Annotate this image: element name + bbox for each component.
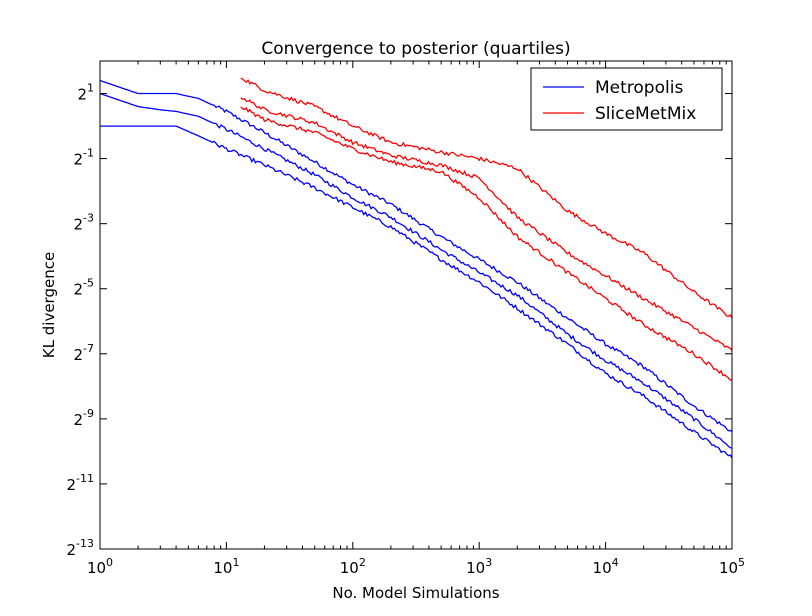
chart-legend: Metropolis SliceMetMix <box>530 67 723 131</box>
series-line-slicemetmix-upper <box>240 77 733 319</box>
x-axis-label: No. Model Simulations <box>332 584 499 602</box>
series-line-metropolis-lower <box>100 125 733 459</box>
y-axis-label: KL divergence <box>40 252 58 358</box>
y-tick-label: 2-9 <box>73 407 94 429</box>
series-line-metropolis-upper <box>99 79 733 433</box>
x-axis-ticks: 100 101 102 103 104 105 <box>87 61 745 577</box>
plot-frame <box>99 60 733 550</box>
legend-box <box>530 67 723 131</box>
y-tick-label: 2-3 <box>73 212 94 234</box>
x-tick-label: 105 <box>719 556 745 577</box>
y-tick-label: 2-11 <box>66 472 94 494</box>
y-tick-label: 2-5 <box>73 277 94 299</box>
y-tick-label: 21 <box>77 82 94 104</box>
series-line-slicemetmix-lower <box>240 106 733 381</box>
x-tick-label: 102 <box>340 556 366 577</box>
y-axis-ticks: 21 2-1 2-3 2-5 2-7 2-9 2-11 2-13 <box>66 82 732 559</box>
x-tick-label: 100 <box>87 556 113 577</box>
y-tick-label: 2-13 <box>66 537 94 559</box>
chart-title: Convergence to posterior (quartiles) <box>261 39 570 59</box>
x-tick-label: 104 <box>593 556 619 577</box>
legend-label: SliceMetMix <box>595 104 696 124</box>
y-tick-label: 2-1 <box>73 147 94 169</box>
legend-label: Metropolis <box>595 78 683 98</box>
series-line-metropolis-median <box>99 92 733 449</box>
y-tick-label: 2-7 <box>73 342 94 364</box>
x-tick-label: 103 <box>466 556 492 577</box>
series-line-slicemetmix-median <box>240 97 733 351</box>
x-tick-label: 101 <box>213 556 239 577</box>
plot-lines <box>99 77 733 459</box>
